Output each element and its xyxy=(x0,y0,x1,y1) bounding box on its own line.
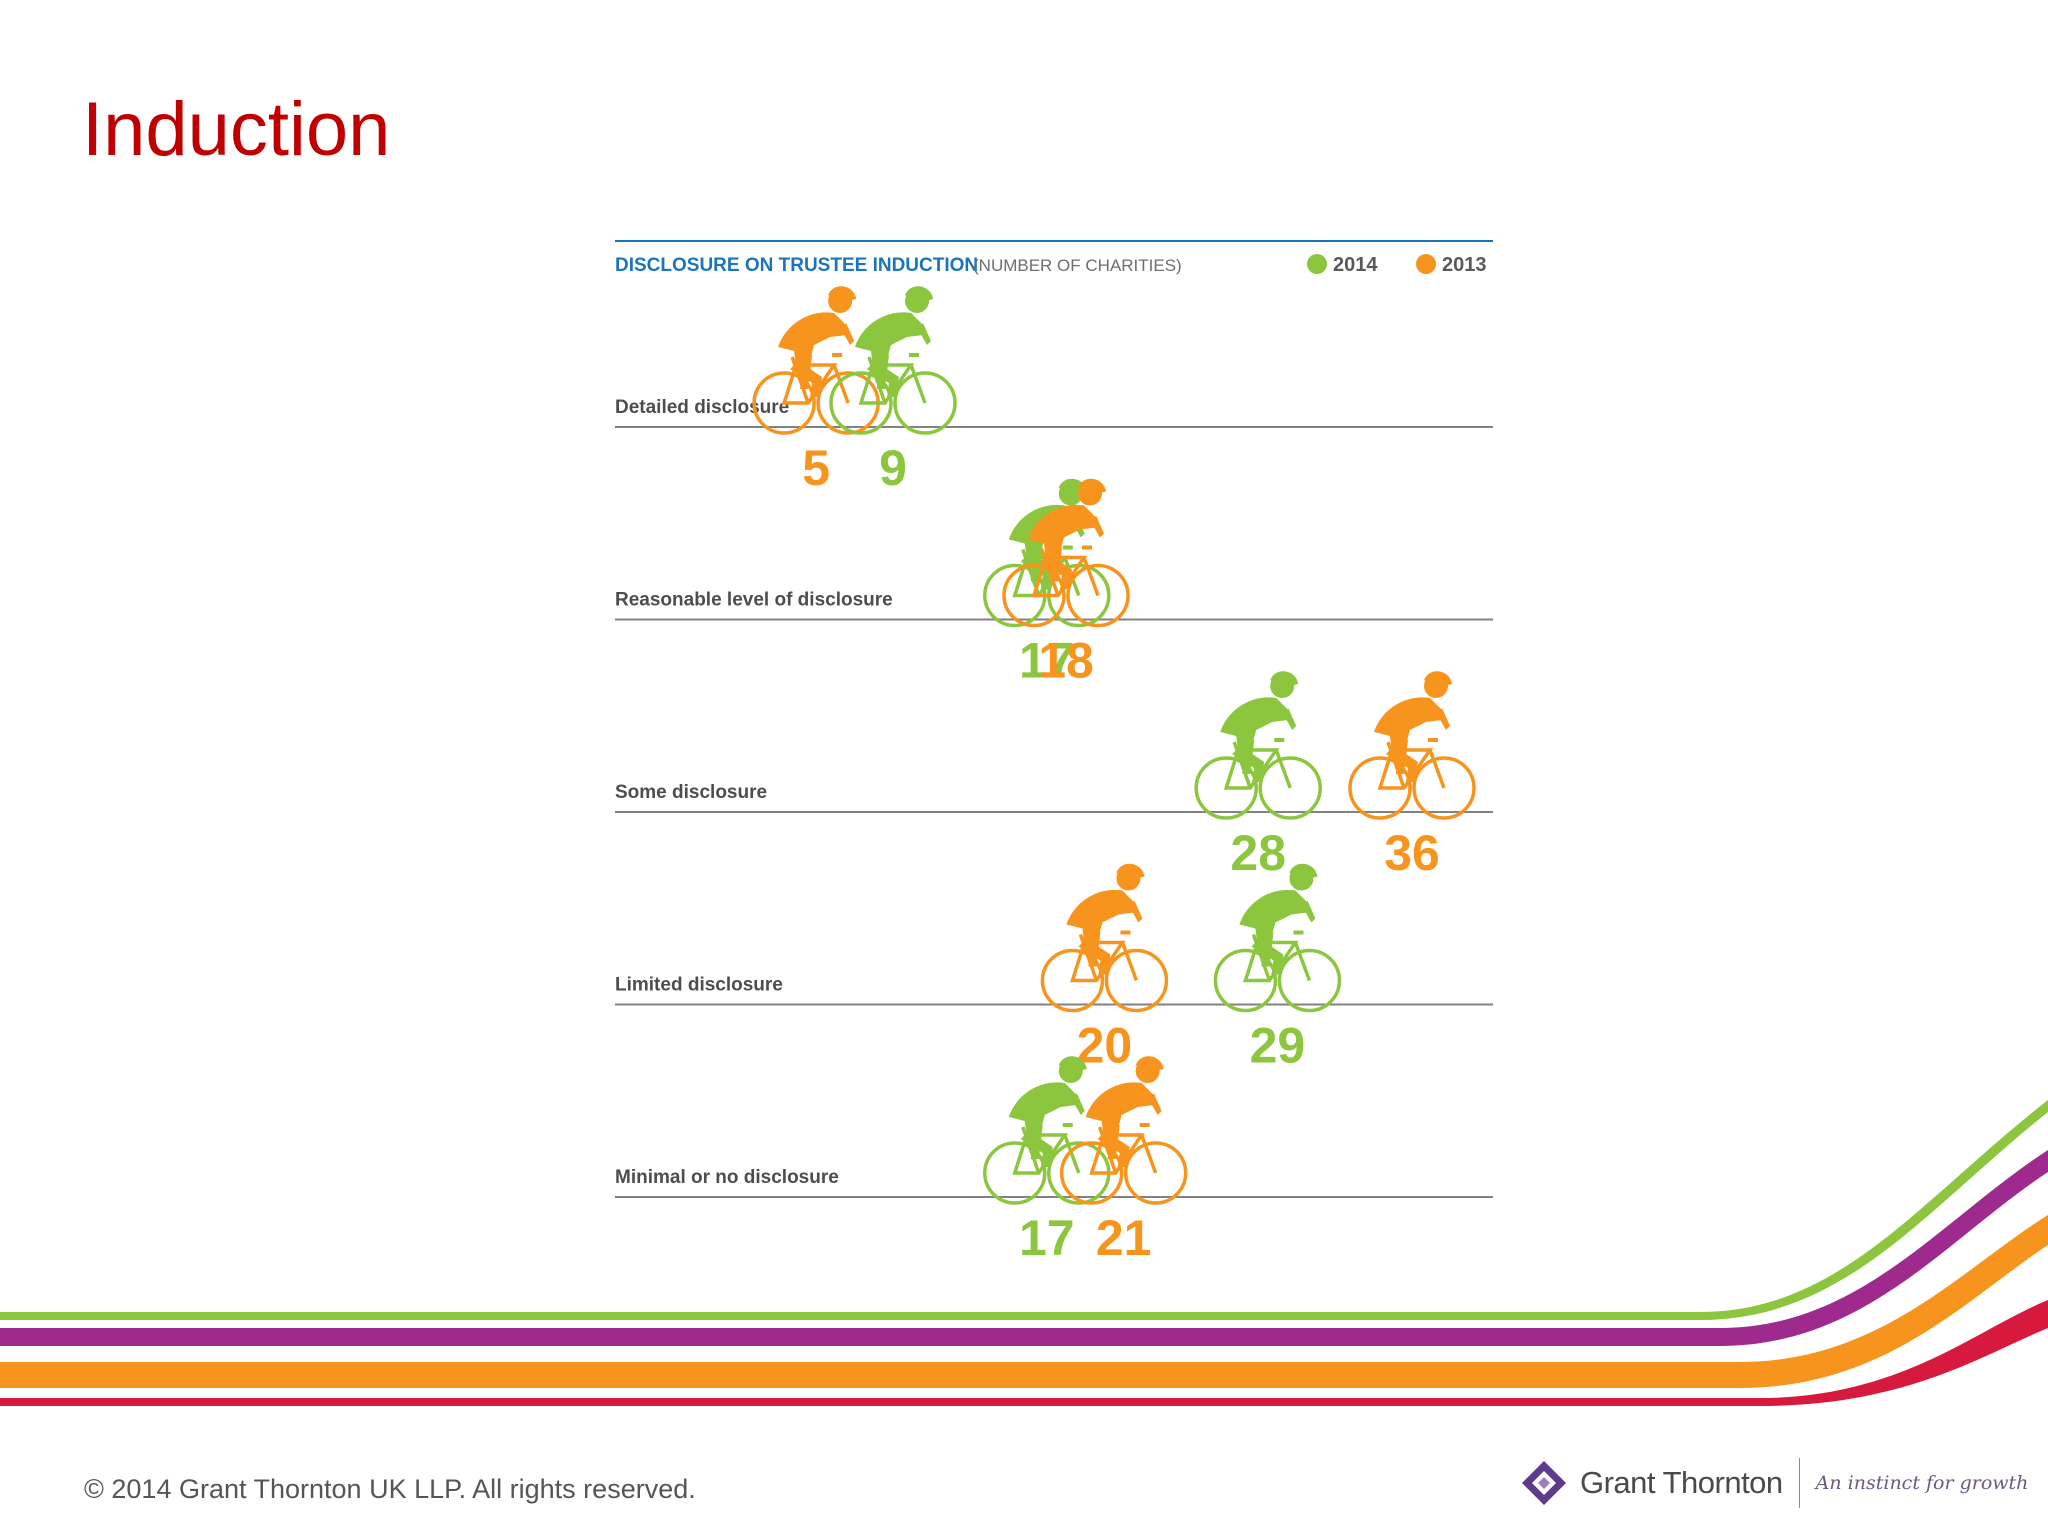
footer-copyright: © 2014 Grant Thornton UK LLP. All rights… xyxy=(84,1474,696,1504)
logo-mark-icon xyxy=(1522,1461,1566,1505)
value-label-2014: 17 xyxy=(1019,1210,1075,1266)
logo-tagline: An instinct for growth xyxy=(1815,1472,2029,1494)
cyclist-mark-2013 xyxy=(1040,861,1169,1013)
logo-divider xyxy=(1798,1458,1800,1508)
value-label-2013: 20 xyxy=(1077,1018,1133,1074)
cyclist-mark-2014 xyxy=(1194,669,1323,820)
chart-title: DISCLOSURE ON TRUSTEE INDUCTION xyxy=(615,255,978,276)
row-label: Some disclosure xyxy=(615,782,767,803)
cyclist-mark-2013 xyxy=(1348,669,1476,820)
cyclist-mark-2014 xyxy=(1213,861,1342,1013)
value-label-2014: 29 xyxy=(1250,1018,1306,1074)
row-label: Detailed disclosure xyxy=(615,397,789,418)
cyclist-mark-2014 xyxy=(982,1054,1111,1205)
legend-swatch-2013 xyxy=(1416,254,1436,274)
value-label-2013: 21 xyxy=(1096,1210,1152,1266)
row-label: Minimal or no disclosure xyxy=(615,1167,839,1188)
value-label-2013: 5 xyxy=(802,440,830,496)
legend-label-2013: 2013 xyxy=(1442,254,1487,276)
value-label-2013: 36 xyxy=(1384,825,1440,881)
row-label: Limited disclosure xyxy=(615,975,783,996)
chart-subtitle: (NUMBER OF CHARITIES) xyxy=(973,256,1182,275)
slide-title: Induction xyxy=(82,87,391,172)
value-label-2013: 18 xyxy=(1038,633,1094,689)
grant-thornton-logo: Grant Thornton An instinct for growth xyxy=(1520,1458,2028,1508)
value-label-2014: 28 xyxy=(1230,825,1286,881)
legend-label-2014: 2014 xyxy=(1333,254,1378,276)
logo-name: Grant Thornton xyxy=(1580,1465,1783,1500)
row-label: Reasonable level of disclosure xyxy=(615,590,893,611)
value-label-2014: 9 xyxy=(879,440,907,496)
value-label-2014: 17 xyxy=(1019,633,1075,689)
legend-swatch-2014 xyxy=(1307,254,1327,274)
